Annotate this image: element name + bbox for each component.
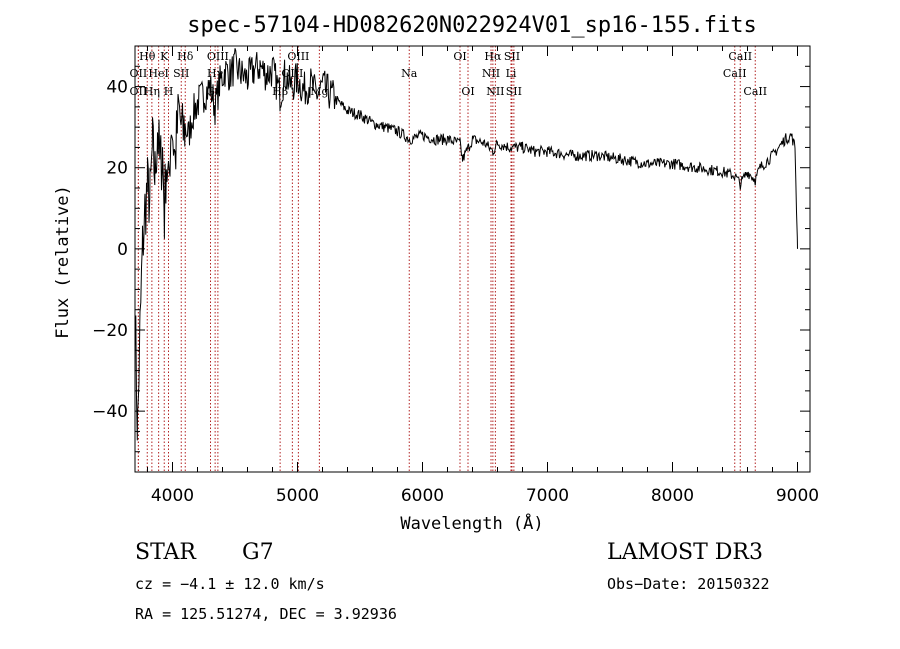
x-axis-label: Wavelength (Å) [400,512,543,534]
line-label: Hα [484,50,502,63]
line-label: Li [506,67,517,80]
x-tick-label: 4000 [151,486,194,506]
line-label: OI [461,85,474,98]
x-tick-label: 9000 [776,486,819,506]
y-tick-label: 40 [106,78,128,98]
chart-title: spec-57104-HD082620N022924V01_sp16-155.f… [187,13,757,38]
x-axis-ticks: 4000 5000 6000 7000 8000 9000 [147,46,819,506]
line-label: SII [504,50,520,63]
line-label: OIII [207,50,229,63]
y-tick-label: 0 [117,240,128,260]
line-label: CaII [728,50,752,63]
coords-text: RA = 125.51274, DEC = 3.92936 [135,605,397,623]
subclass-label: G7 [242,540,274,565]
x-tick-label: 7000 [526,486,569,506]
line-label: K [160,50,169,63]
line-label: Hθ [139,50,156,63]
obs-date-text: Obs−Date: 20150322 [607,575,770,593]
x-tick-label: 5000 [276,486,319,506]
line-label: NII [486,85,504,98]
y-tick-label: −40 [92,402,128,422]
y-tick-label: −20 [92,321,128,341]
line-label: H [164,85,174,98]
y-tick-label: 20 [106,159,128,179]
line-label: CaII [723,67,747,80]
line-label: CaII [743,85,767,98]
y-axis-ticks: −40 −20 0 20 40 [92,65,810,453]
spectrum-line [134,48,798,441]
x-tick-label: 8000 [651,486,694,506]
class-label: STAR [135,540,197,565]
x-tick-label: 6000 [401,486,444,506]
spectral-line-markers [137,46,756,472]
line-label: Hη [144,85,160,98]
line-label: SII [506,85,522,98]
plot-frame [134,45,811,473]
line-label: OII [130,67,148,80]
line-label: HeI [148,67,168,80]
line-label: Na [401,67,418,80]
line-label: SII [173,67,189,80]
line-label: Hδ [177,50,194,63]
line-label: OI [453,50,466,63]
line-label: NII [482,67,500,80]
redshift-text: cz = −4.1 ± 12.0 km/s [135,575,325,593]
line-label: OIII [287,50,309,63]
line-label: OII [130,85,148,98]
survey-label: LAMOST DR3 [607,540,763,565]
y-axis-label: Flux (relative) [53,185,73,339]
